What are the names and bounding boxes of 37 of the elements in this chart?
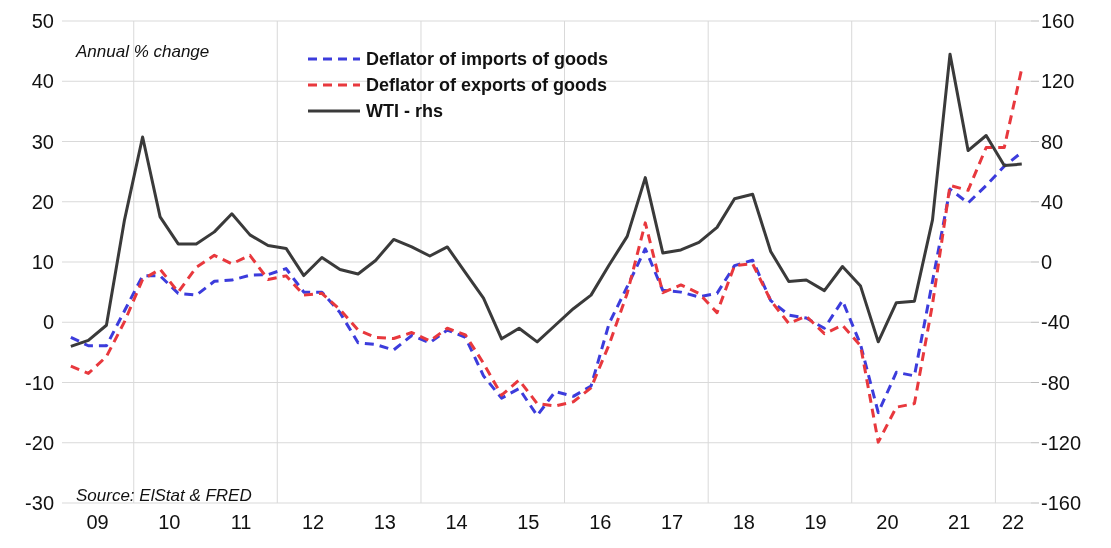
y2-tick-label: -120 xyxy=(1041,431,1082,454)
legend-label: WTI - rhs xyxy=(366,100,443,123)
x-tick-label: 20 xyxy=(876,511,899,534)
y2-tick-label: 80 xyxy=(1041,130,1064,153)
y-tick-label: -10 xyxy=(25,371,54,394)
x-tick-label: 18 xyxy=(732,511,755,534)
y-tick-label: 50 xyxy=(31,10,54,33)
y2-tick-label: -40 xyxy=(1041,311,1070,334)
annotation: Annual % change xyxy=(76,42,210,62)
x-tick-label: 14 xyxy=(445,511,468,534)
y-tick-label: -20 xyxy=(25,431,54,454)
x-tick-label: 22 xyxy=(1001,511,1025,534)
y2-tick-label: -160 xyxy=(1041,492,1082,515)
legend-label: Deflator of imports of goods xyxy=(366,48,608,71)
y-tick-label: 20 xyxy=(31,190,54,213)
x-tick-label: 16 xyxy=(589,511,612,534)
y2-tick-label: 120 xyxy=(1041,70,1075,93)
y2-tick-label: -80 xyxy=(1041,371,1070,394)
annotation: Source: ElStat & FRED xyxy=(76,486,252,506)
x-tick-label: 19 xyxy=(804,511,827,534)
y-tick-label: 0 xyxy=(42,311,54,334)
x-tick-label: 12 xyxy=(301,511,325,534)
y2-tick-label: 40 xyxy=(1041,190,1064,213)
x-tick-label: 09 xyxy=(86,511,109,534)
x-tick-label: 11 xyxy=(230,511,252,534)
x-tick-label: 13 xyxy=(373,511,396,534)
y-tick-label: 30 xyxy=(31,130,54,153)
x-tick-label: 17 xyxy=(660,511,684,534)
y-tick-label: -30 xyxy=(25,492,54,515)
y-tick-label: 40 xyxy=(31,70,54,93)
y-tick-label: 10 xyxy=(31,251,54,274)
y2-tick-label: 0 xyxy=(1041,251,1053,274)
legend-label: Deflator of exports of goods xyxy=(366,74,608,97)
x-tick-label: 10 xyxy=(158,511,181,534)
x-tick-label: 15 xyxy=(517,511,540,534)
x-tick-label: 21 xyxy=(948,511,971,534)
y2-tick-label: 160 xyxy=(1041,10,1075,33)
